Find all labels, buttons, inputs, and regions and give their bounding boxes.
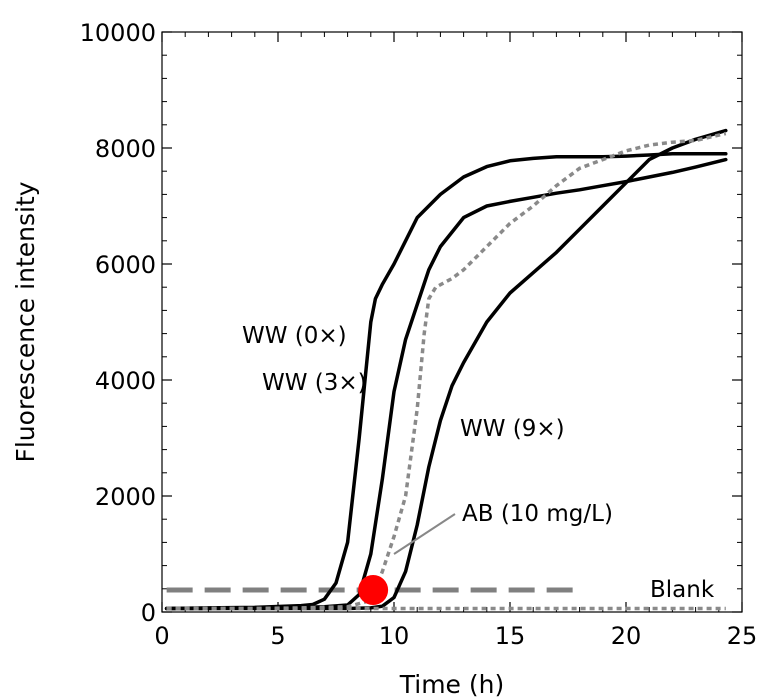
- plot-frame: [161, 31, 743, 613]
- series-line-ab-10-mg-l: [166, 131, 727, 611]
- x-tick-label: 25: [727, 622, 758, 650]
- y-tick-label: 6000: [95, 251, 156, 279]
- x-axis-title: Time (h): [399, 670, 504, 699]
- x-tick-label: 5: [270, 622, 285, 650]
- threshold-crossing-marker: [358, 574, 389, 605]
- x-axis: 0 5 10 15 20 25: [154, 32, 757, 650]
- y-tick-label: 2000: [95, 483, 156, 511]
- y-tick-label: 10000: [80, 19, 156, 47]
- y-tick-label: 8000: [95, 135, 156, 163]
- annotation-ab: AB (10 mg/L): [462, 501, 613, 527]
- y-tick-label: 4000: [95, 367, 156, 395]
- series-line-ww-0: [164, 152, 728, 611]
- y-axis: 0 2000 4000 6000 8000 10000: [80, 19, 742, 627]
- series-layer: [164, 128, 728, 611]
- x-tick-label: 20: [611, 622, 642, 650]
- x-tick-label: 15: [495, 622, 526, 650]
- annotation-ww-0: WW (0×): [242, 323, 347, 349]
- annotation-blank: Blank: [650, 577, 715, 603]
- annotation-ab-pointer: [393, 513, 456, 555]
- series-line-ww-9: [164, 128, 728, 611]
- y-tick-label: 0: [141, 599, 156, 627]
- annotation-ww-3: WW (3×): [262, 370, 367, 396]
- y-axis-title: Fluorescence intensity: [11, 181, 40, 462]
- series-line-ww-3: [164, 157, 728, 611]
- x-tick-label: 10: [379, 622, 410, 650]
- x-tick-label: 0: [154, 622, 169, 650]
- annotation-ww-9: WW (9×): [460, 416, 565, 442]
